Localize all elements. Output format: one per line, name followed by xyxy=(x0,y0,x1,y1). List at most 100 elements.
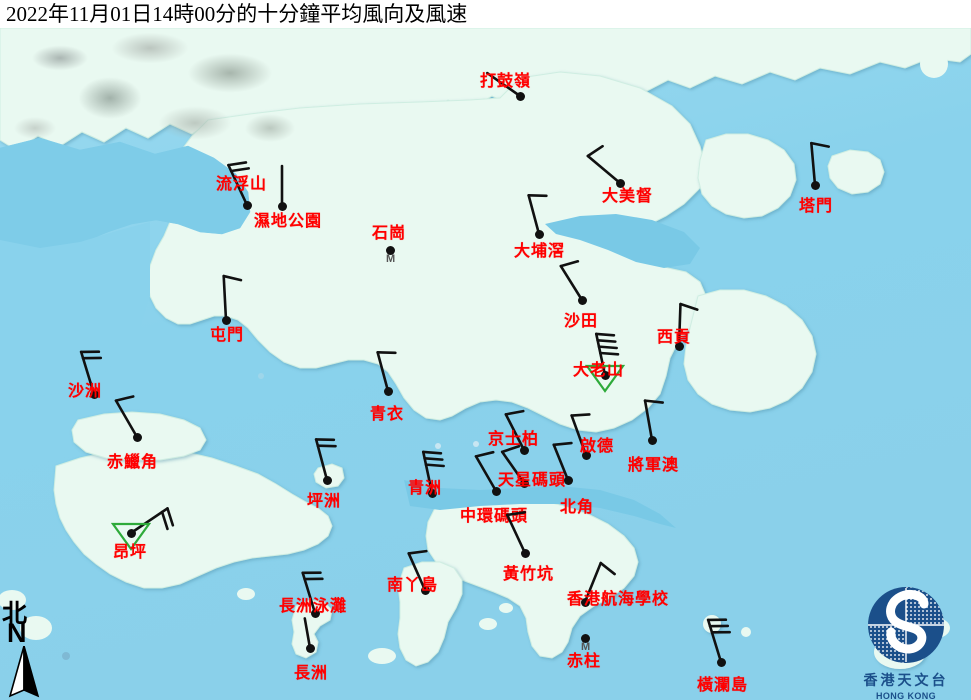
wind-barb-icon xyxy=(594,332,620,377)
station-label: 坪洲 xyxy=(307,493,342,510)
wind-barb-icon xyxy=(677,302,699,348)
station-label: 長洲 xyxy=(294,665,329,682)
hko-logo: 香港天文台 HONG KONG OBSERVATORY xyxy=(846,586,966,700)
station-label: 大老山 xyxy=(573,362,625,379)
station-marker-dot xyxy=(221,315,231,325)
station-marker-dot xyxy=(420,585,430,595)
station-label: 長洲泳灘 xyxy=(279,598,348,615)
hko-logo-icon xyxy=(868,587,944,663)
station-label: 大埔滘 xyxy=(514,243,566,260)
station-label: 西貢 xyxy=(657,329,692,346)
station-marker-dot xyxy=(520,548,530,558)
hko-logo-en: HONG KONG OBSERVATORY xyxy=(875,691,937,700)
station-marker-dot xyxy=(810,180,820,190)
station-label: 流浮山 xyxy=(216,176,268,193)
station-label: 將軍澳 xyxy=(628,457,680,474)
station-label: 赤鱲角 xyxy=(107,454,159,471)
station-marker-dot xyxy=(89,389,99,399)
station-marker-dot xyxy=(310,608,320,618)
wind-barb-icon xyxy=(222,274,243,322)
wind-barb-icon xyxy=(485,71,522,98)
page-title: 2022年11月01日14時00分的十分鐘平均風向及風速 xyxy=(6,2,468,26)
title-bar: 2022年11月01日14時00分的十分鐘平均風向及風速 xyxy=(0,0,971,28)
station-marker-dot xyxy=(519,478,529,488)
station-label: 黃竹坑 xyxy=(503,566,555,583)
station-marker-dot xyxy=(242,200,252,210)
station-marker-dot xyxy=(427,488,437,498)
station-marker-dot xyxy=(580,633,590,643)
north-arrow-icon xyxy=(8,646,40,698)
station-label: 赤柱 xyxy=(567,653,602,670)
wind-barb-icon xyxy=(421,450,445,495)
wind-barb-icon xyxy=(314,438,337,482)
wind-barb-icon xyxy=(583,561,616,604)
station-marker-dot xyxy=(674,341,684,351)
wind-barb-icon xyxy=(586,144,622,185)
station-m-marker: M xyxy=(386,253,396,265)
station-label: 南丫島 xyxy=(387,577,439,594)
station-marker-dot xyxy=(515,91,525,101)
station-marker-dot xyxy=(126,528,136,538)
station-marker-dot xyxy=(322,475,332,485)
wind-barb-icon xyxy=(527,194,548,236)
station-marker-dot xyxy=(563,475,573,485)
wind-barb-icon xyxy=(407,549,428,592)
wind-barb-icon xyxy=(505,510,527,555)
station-label: 塔門 xyxy=(799,198,834,215)
station-marker-dot xyxy=(491,486,501,496)
station-marker-dot xyxy=(534,229,544,239)
station-marker-dot xyxy=(600,370,610,380)
station-marker-dot xyxy=(519,445,529,455)
map-canvas[interactable]: 打鼓嶺流浮山濕地公園 M 石崗 大美督大埔滘 塔門屯門 沙田西貢大老山沙洲赤鱲角 青衣青洲坪… xyxy=(0,28,971,700)
station-label: 屯門 xyxy=(210,327,245,344)
wind-barb-icon xyxy=(303,617,312,650)
station-label: 石崗 xyxy=(372,225,407,242)
wind-barb-icon xyxy=(280,164,284,208)
station-marker-dot xyxy=(581,450,591,460)
wind-barb-icon xyxy=(706,618,731,664)
station-label: 大美督 xyxy=(602,188,654,205)
station-label: 天星碼頭 xyxy=(498,472,567,489)
north-arrow: 北 N xyxy=(2,594,64,700)
basemap-coastline xyxy=(0,28,971,700)
wind-barb-icon xyxy=(500,444,526,485)
wind-barb-icon xyxy=(643,399,664,442)
station-marker-dot xyxy=(305,643,315,653)
station-label: 濕地公園 xyxy=(254,213,323,230)
station-label: 北角 xyxy=(560,499,595,516)
wind-barb-icon xyxy=(129,507,175,535)
wind-barb-icon xyxy=(504,409,526,452)
gale-warning-triangle-icon xyxy=(585,364,625,393)
wind-barb-icon xyxy=(559,260,584,302)
station-label: 打鼓嶺 xyxy=(480,73,532,90)
station-marker-dot xyxy=(385,245,395,255)
station-marker-dot xyxy=(132,432,142,442)
station-label: 沙田 xyxy=(564,313,599,330)
station-label: 京士柏 xyxy=(488,431,540,448)
north-arrow-label-en: N xyxy=(7,618,27,648)
station-label: 青衣 xyxy=(370,406,405,423)
station-marker-dot xyxy=(577,295,587,305)
station-label: 沙洲 xyxy=(68,383,103,400)
wind-barb-icon xyxy=(570,413,591,457)
wind-barb-icon xyxy=(376,351,397,393)
north-arrow-label-cn: 北 xyxy=(2,601,28,628)
station-label: 橫瀾島 xyxy=(697,677,749,694)
station-label: 昂坪 xyxy=(113,544,148,561)
station-label: 青洲 xyxy=(408,480,443,497)
wind-barb-icon xyxy=(474,450,498,493)
gale-warning-triangle-icon xyxy=(111,522,151,551)
wind-barb-icon xyxy=(79,350,103,396)
station-m-marker: M xyxy=(581,641,591,653)
wind-barb-icon xyxy=(114,395,139,439)
station-marker-dot xyxy=(615,178,625,188)
station-label: 香港航海學校 xyxy=(567,591,670,608)
wind-barb-icon xyxy=(301,571,324,615)
wind-barb-icon xyxy=(227,161,250,207)
station-marker-dot xyxy=(383,386,393,396)
station-marker-dot xyxy=(716,657,726,667)
station-marker-dot xyxy=(277,201,287,211)
wind-barb-icon xyxy=(552,441,573,482)
station-marker-dot xyxy=(580,597,590,607)
